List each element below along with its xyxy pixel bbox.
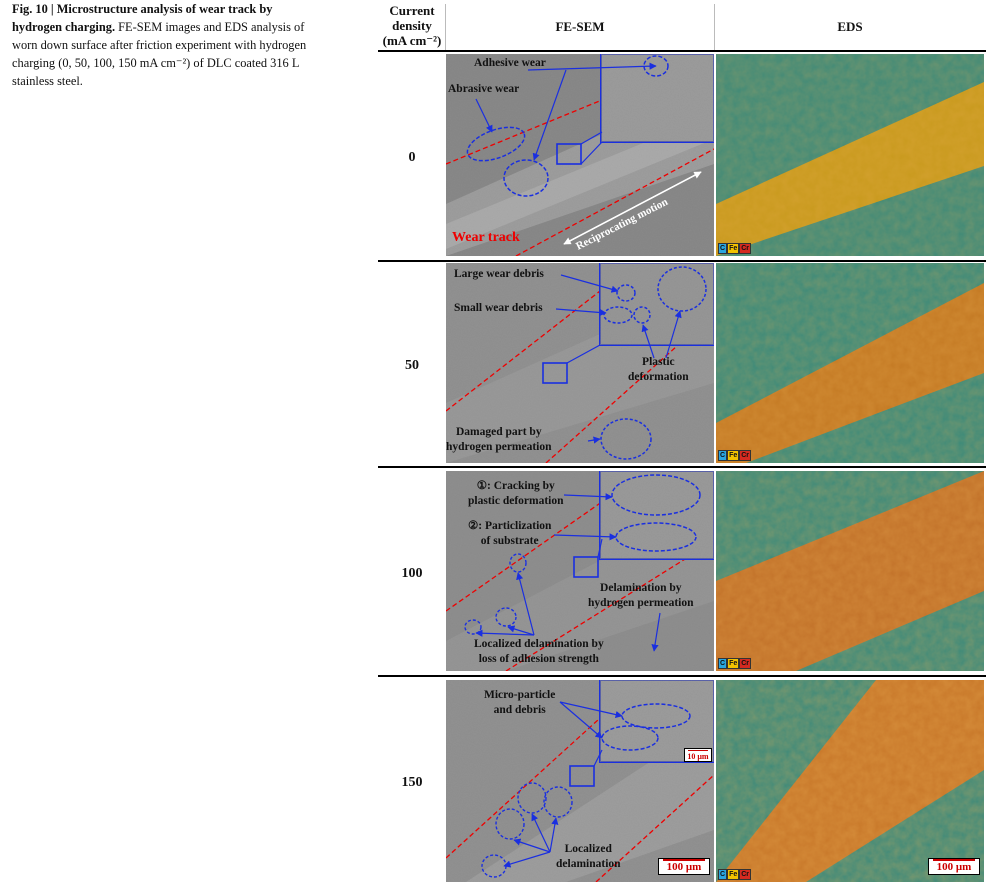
legend-c: C [718, 243, 728, 254]
sem-image-0: Adhesive wear Abrasive wear Wear track R… [446, 54, 714, 256]
column-divider-1 [445, 4, 446, 50]
scalebar-eds-line [933, 859, 975, 861]
eds-legend-50: C Fe Cr [718, 450, 752, 461]
row-separator-3 [378, 675, 986, 677]
label-micro-l1: Micro-particle [484, 689, 556, 701]
scalebar-eds-label: 100 μm [936, 861, 972, 873]
sem-image-50-graphic [446, 263, 714, 463]
label-delamination-l1: Delamination by [600, 582, 682, 594]
caption-text: FE-SEM images and EDS analysis of worn d… [12, 20, 307, 88]
label-delamination-l2: hydrogen permeation [588, 597, 694, 609]
label-damaged-part: Damaged part by hydrogen permeation [446, 425, 552, 455]
legend-cr: Cr [739, 658, 752, 669]
label-cracking-l1: ①: Cracking by [476, 480, 555, 492]
row-label-100: 100 [401, 566, 423, 581]
header-density-line3: (mA cm⁻²) [382, 33, 442, 48]
sem-image-0-graphic [446, 54, 714, 256]
legend-cr: Cr [739, 450, 752, 461]
label-localized-l1: Localized delamination by [474, 638, 604, 650]
label-localized-delamination-150: Localized delamination [556, 842, 621, 872]
figure-caption: Fig. 10 | Microstructure analysis of wea… [12, 0, 312, 90]
eds-map-0-graphic [716, 54, 984, 256]
label-localized-l2: loss of adhesion strength [478, 653, 599, 665]
label-micro-l2: and debris [493, 704, 546, 716]
label-localized-delamination: Localized delamination by loss of adhesi… [474, 637, 604, 667]
scalebar-sem: 100 μm [658, 858, 710, 875]
label-micro-particle: Micro-particle and debris [484, 688, 555, 718]
label-particlization-l1: ②: Particlization [468, 520, 552, 532]
eds-map-100-graphic [716, 471, 984, 671]
sem-image-100: ①: Cracking by plastic deformation ②: Pa… [446, 471, 714, 671]
scalebar-sem-line [663, 859, 705, 861]
label-damaged-l2: hydrogen permeation [446, 441, 552, 453]
label-damaged-l1: Damaged part by [455, 426, 542, 438]
eds-map-50: C Fe Cr [716, 263, 984, 463]
sem-image-100-graphic [446, 471, 714, 671]
header-fesem: FE-SEM [555, 19, 605, 34]
header-density-line1: Current [389, 3, 435, 18]
legend-fe: Fe [727, 869, 740, 880]
legend-c: C [718, 450, 728, 461]
label-localized150-l1: Localized [564, 843, 612, 855]
label-plastic-l2: deformation [628, 371, 689, 383]
sem-image-150: Micro-particle and debris Localized dela… [446, 680, 714, 882]
label-large-wear-debris: Large wear debris [454, 268, 544, 280]
scalebar-inset-label: 10 μm [687, 752, 709, 761]
label-particlization-l2: of substrate [480, 535, 539, 547]
eds-map-150: C Fe Cr 100 μm [716, 680, 984, 882]
label-adhesive-wear: Adhesive wear [474, 57, 546, 69]
sem-image-50: Large wear debris Small wear debris Plas… [446, 263, 714, 463]
column-divider-2 [714, 4, 715, 50]
legend-cr: Cr [739, 869, 752, 880]
eds-map-100: C Fe Cr [716, 471, 984, 671]
eds-map-50-graphic [716, 263, 984, 463]
header-eds: EDS [837, 19, 863, 34]
sem-image-150-graphic [446, 680, 714, 882]
header-density-line2: density [392, 18, 432, 33]
legend-fe: Fe [727, 243, 740, 254]
label-wear-track: Wear track [452, 230, 520, 245]
legend-c: C [718, 658, 728, 669]
eds-legend-0: C Fe Cr [718, 243, 752, 254]
label-particlization: ②: Particlization of substrate [468, 519, 551, 549]
legend-fe: Fe [727, 450, 740, 461]
header-current-density: Current density (mA cm⁻²) [378, 3, 446, 48]
label-cracking-l2: plastic deformation [468, 495, 564, 507]
label-plastic-deformation: Plastic deformation [628, 355, 689, 385]
label-small-wear-debris: Small wear debris [454, 302, 543, 314]
eds-map-0: C Fe Cr [716, 54, 984, 256]
row-separator-2 [378, 466, 986, 468]
legend-c: C [718, 869, 728, 880]
row-label-0: 0 [408, 150, 416, 165]
scalebar-inset-line [688, 750, 708, 751]
caption-label: Fig. 10 | Microstructure analysis of wea… [12, 2, 273, 34]
row-label-150: 150 [401, 775, 423, 790]
label-plastic-l1: Plastic [642, 356, 675, 368]
label-abrasive-wear: Abrasive wear [448, 83, 520, 95]
header-rule [378, 50, 986, 52]
label-delamination-hydrogen: Delamination by hydrogen permeation [588, 581, 694, 611]
eds-legend-100: C Fe Cr [718, 658, 752, 669]
eds-map-150-graphic [716, 680, 984, 882]
label-localized150-l2: delamination [556, 858, 621, 870]
scalebar-eds: 100 μm [928, 858, 980, 875]
label-cracking: ①: Cracking by plastic deformation [468, 479, 564, 509]
row-label-50: 50 [405, 358, 419, 373]
legend-cr: Cr [739, 243, 752, 254]
scalebar-sem-label: 100 μm [666, 861, 702, 873]
legend-fe: Fe [727, 658, 740, 669]
scalebar-inset: 10 μm [684, 748, 712, 762]
eds-legend-150: C Fe Cr [718, 869, 752, 880]
row-separator-1 [378, 260, 986, 262]
